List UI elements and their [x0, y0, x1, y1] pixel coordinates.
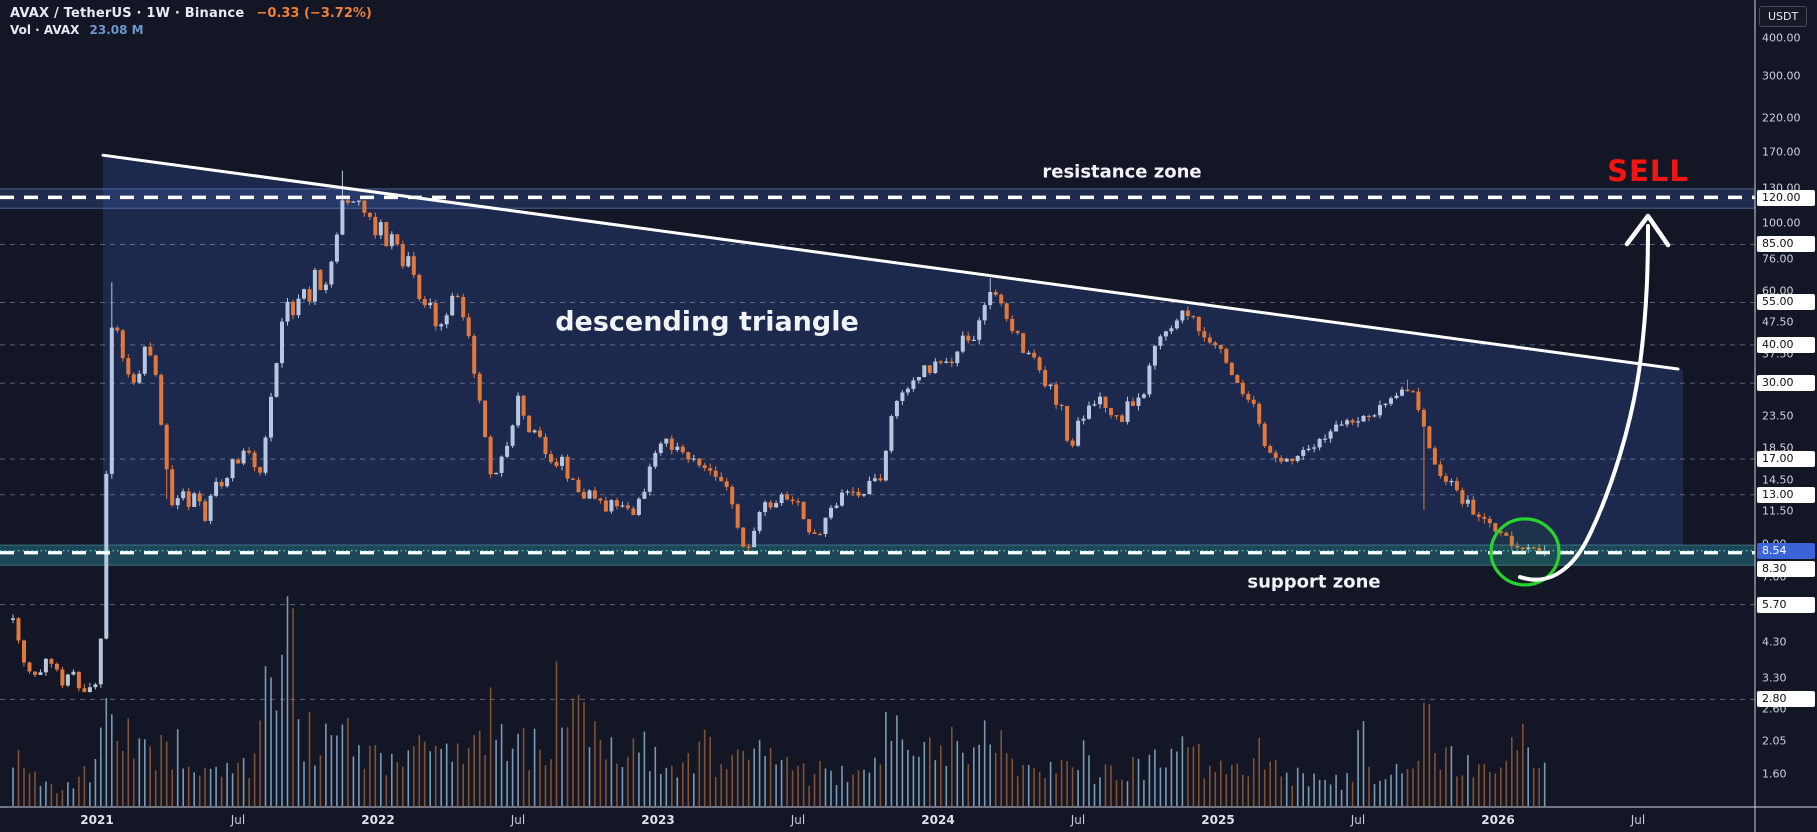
price-tick-2.05: 2.05 [1762, 734, 1787, 748]
time-tick-2022-378: 2022 [361, 812, 395, 827]
price-tick-170.00: 170.00 [1762, 145, 1801, 159]
currency-unit-button[interactable]: USDT [1759, 6, 1808, 27]
last-price-badge-8.54: 8.54 [1757, 542, 1815, 559]
level-badge-30.00: 30.00 [1757, 375, 1815, 392]
time-tick-Jul-798: Jul [790, 812, 806, 827]
price-tick-100.00: 100.00 [1762, 216, 1801, 230]
trend-arrow-head [1624, 213, 1671, 248]
price-tick-76.00: 76.00 [1762, 252, 1794, 266]
support-zone-label[interactable]: support zone [1247, 571, 1381, 593]
descending-triangle-fill[interactable] [103, 155, 1683, 545]
sell-label[interactable]: SELL [1607, 154, 1689, 188]
price-tick-14.50: 14.50 [1762, 473, 1794, 487]
price-tick-4.30: 4.30 [1762, 635, 1787, 649]
volume-legend-row[interactable]: Vol · AVAX 23.08 M [10, 22, 372, 39]
time-tick-Jul-1078: Jul [1070, 812, 1086, 827]
price-tick-23.50: 23.50 [1762, 409, 1794, 423]
level-badge-55.00: 55.00 [1757, 294, 1815, 311]
level-badge-17.00: 17.00 [1757, 450, 1815, 467]
price-tick-47.50: 47.50 [1762, 315, 1794, 329]
level-badge-120.00: 120.00 [1757, 190, 1815, 207]
level-badge-8.30: 8.30 [1757, 560, 1815, 577]
time-tick-2026-1498: 2026 [1481, 812, 1515, 827]
time-tick-Jul-518: Jul [510, 812, 526, 827]
level-badge-40.00: 40.00 [1757, 336, 1815, 353]
price-tick-300.00: 300.00 [1762, 69, 1801, 83]
time-tick-2025-1218: 2025 [1201, 812, 1235, 827]
descending-trendline[interactable] [101, 153, 1680, 371]
time-tick-Jul-238: Jul [230, 812, 246, 827]
candlesticks [11, 170, 1547, 693]
highlight-circle[interactable] [1489, 517, 1561, 587]
price-tick-18.50: 18.50 [1762, 441, 1794, 455]
price-axis[interactable]: 400.00 300.00 220.00 170.00 130.00 100.00 76.0… [1756, 0, 1817, 807]
price-tick-400.00: 400.00 [1762, 31, 1801, 45]
level-badge-85.00: 85.00 [1757, 236, 1815, 253]
price-tick-11.50: 11.50 [1762, 504, 1794, 518]
symbol-legend-row[interactable]: AVAX / TetherUS · 1W · Binance −0.33 (−3… [10, 5, 372, 22]
time-tick-2021-97: 2021 [80, 812, 114, 827]
volume-bars [12, 596, 1546, 806]
time-tick-Jul-1638: Jul [1630, 812, 1646, 827]
price-tick-1.60: 1.60 [1762, 767, 1787, 781]
level-badge-5.70: 5.70 [1757, 596, 1815, 613]
level-badge-2.80: 2.80 [1757, 691, 1815, 708]
level-badge-13.00: 13.00 [1757, 486, 1815, 503]
trend-arrow-stem[interactable] [1518, 224, 1650, 582]
symbol-title[interactable]: AVAX / TetherUS · 1W · Binance [10, 6, 245, 21]
time-tick-2024-938: 2024 [921, 812, 955, 827]
volume-value: 23.08 M [89, 23, 144, 37]
price-tick-3.30: 3.30 [1762, 671, 1787, 684]
time-tick-Jul-1358: Jul [1350, 812, 1366, 827]
time-axis[interactable]: 2021 Jul 2022 Jul 2023 Jul 2024 Jul 2025 Jul 2026 J… [0, 807, 1817, 832]
descending-triangle-label[interactable]: descending triangle [555, 306, 859, 338]
resistance-zone-label[interactable]: resistance zone [1042, 161, 1202, 183]
time-tick-2023-658: 2023 [641, 812, 675, 827]
price-tick-220.00: 220.00 [1762, 111, 1801, 125]
chart-legend: AVAX / TetherUS · 1W · Binance −0.33 (−3… [10, 5, 372, 39]
price-change: −0.33 (−3.72%) [256, 6, 372, 21]
support-band[interactable] [0, 544, 1755, 566]
price-tick-60.00: 60.00 [1762, 284, 1794, 298]
volume-label: Vol · AVAX [10, 23, 80, 37]
